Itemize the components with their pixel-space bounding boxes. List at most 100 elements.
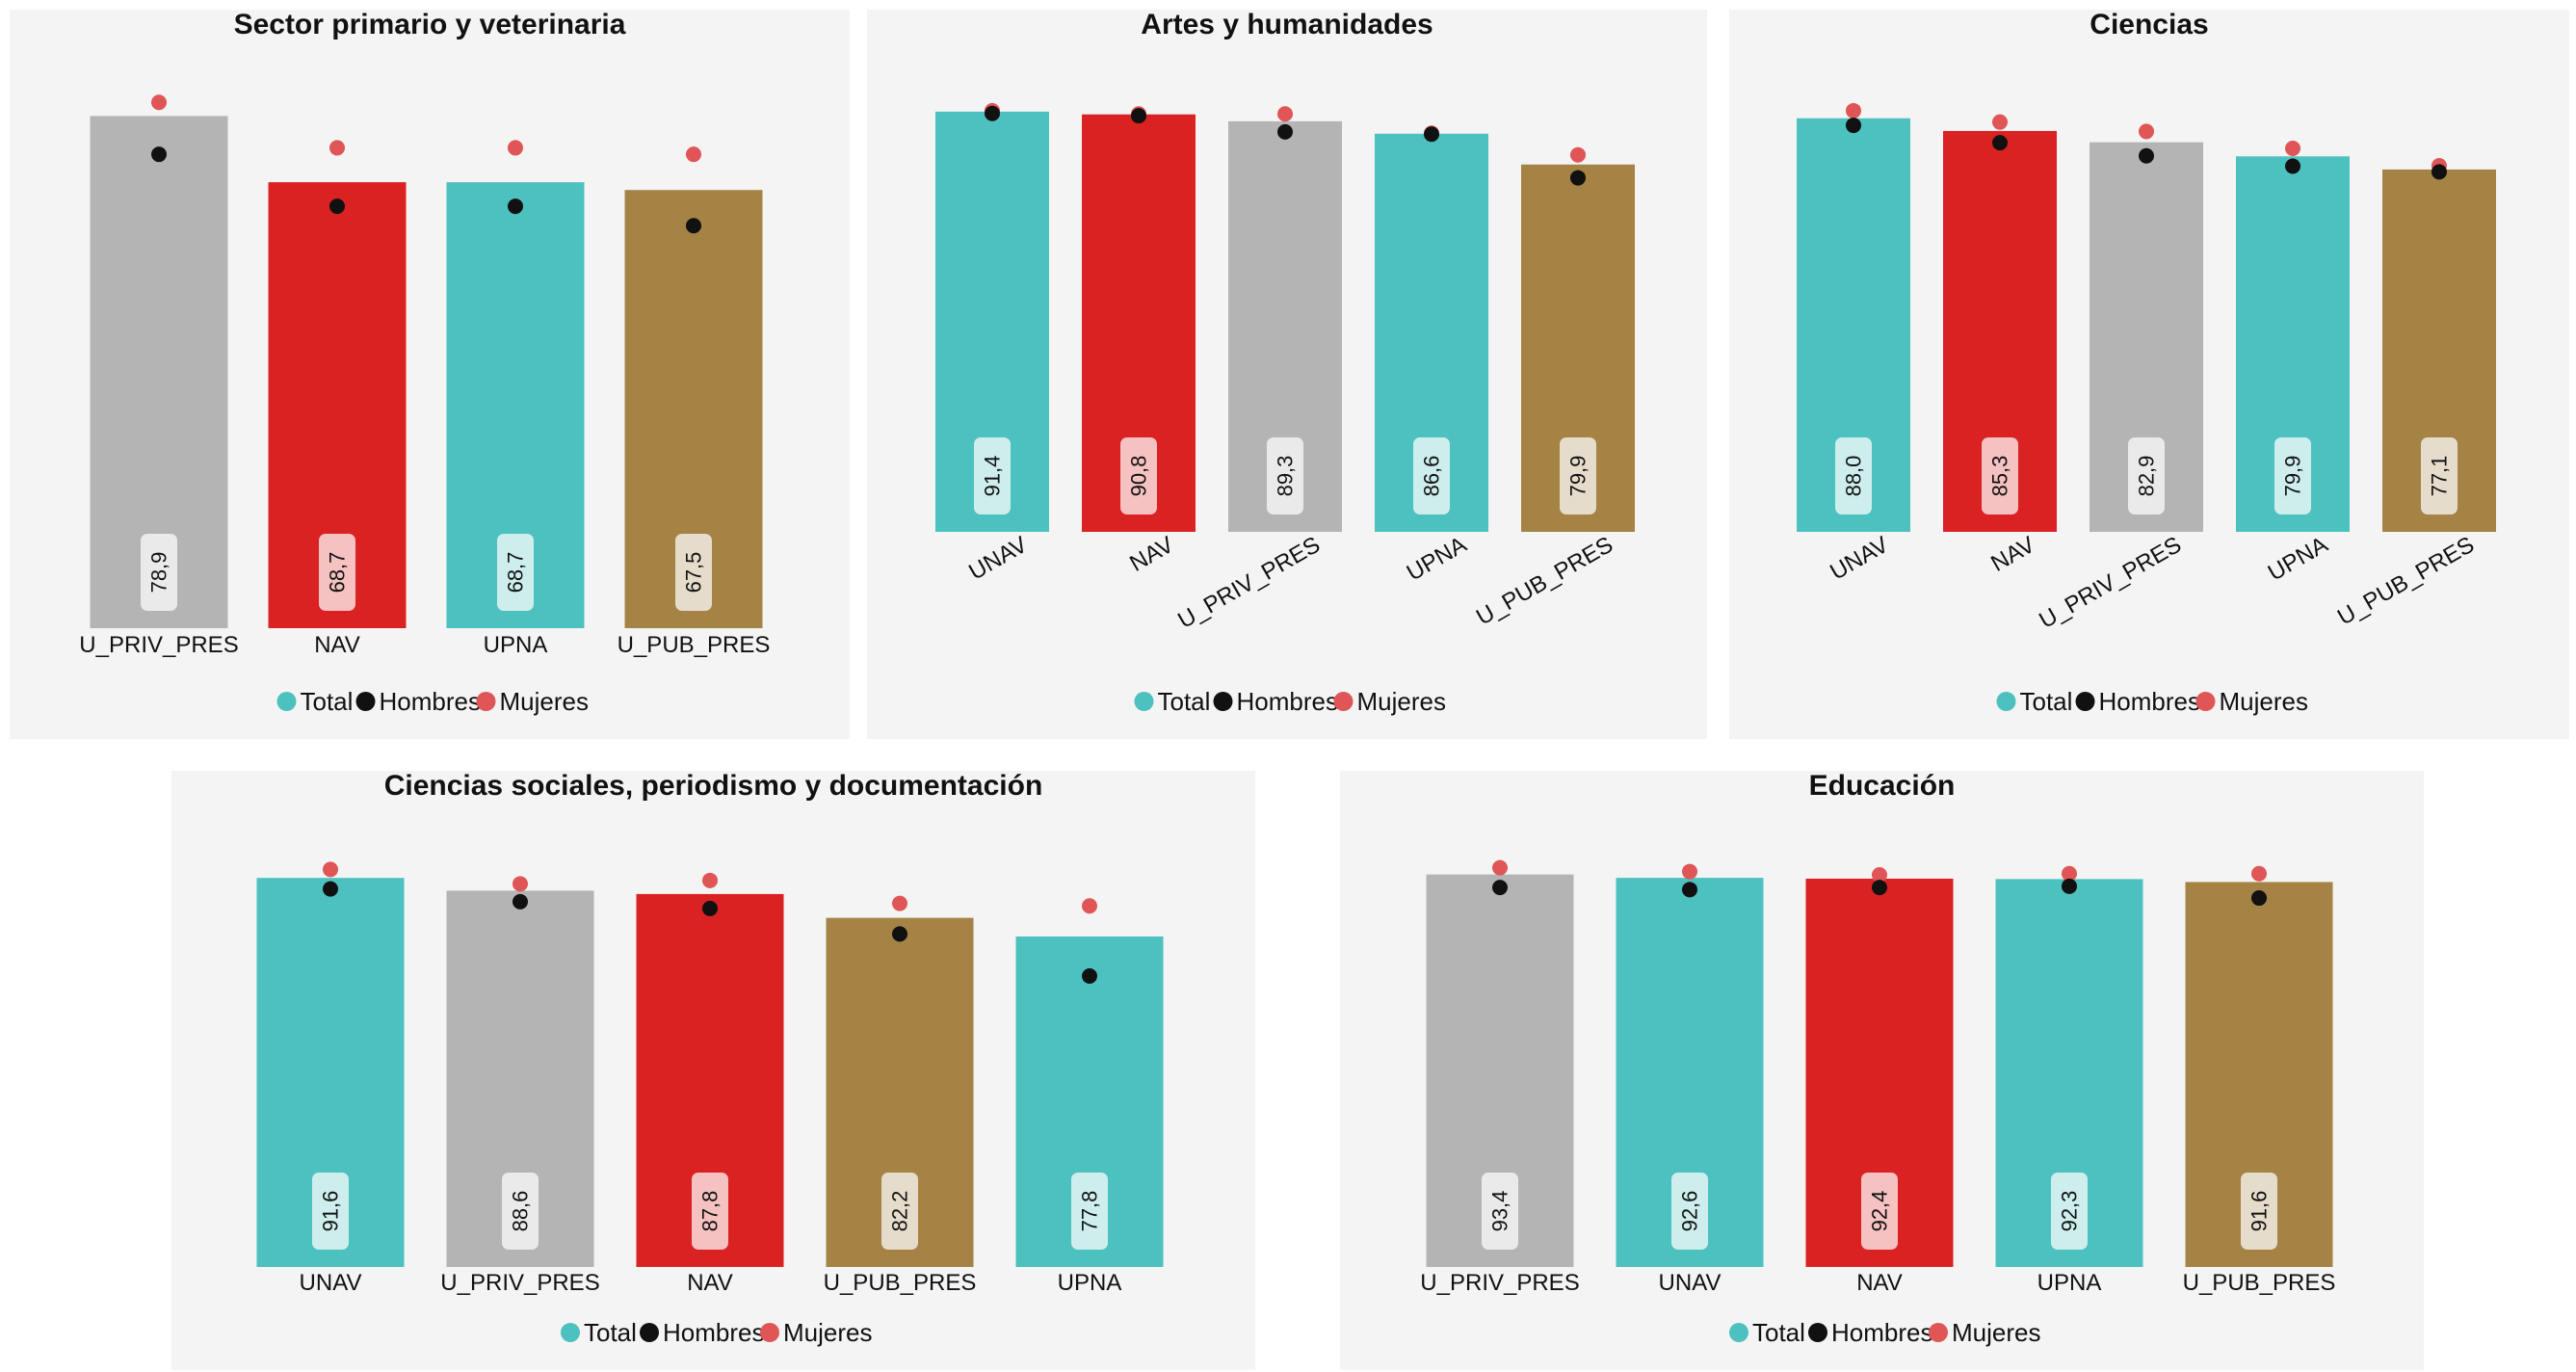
hombres-point xyxy=(985,105,1000,121)
mujeres-point xyxy=(1682,863,1697,880)
value-label-box xyxy=(675,534,712,611)
x-tick-label: UNAV xyxy=(1659,1270,1722,1296)
hombres-point xyxy=(686,218,701,234)
value-label-box xyxy=(2128,437,2165,514)
value-label-box xyxy=(502,1173,539,1250)
legend-marker xyxy=(640,1323,659,1342)
mujeres-point xyxy=(1992,114,2008,130)
chart-panel: Sector primario y veterinaria 78,9 U_PRIV_… xyxy=(10,9,850,739)
value-label-box xyxy=(497,534,534,611)
legend-marker xyxy=(1808,1323,1827,1342)
legend: Total Hombres Mujeres xyxy=(1729,1318,2040,1347)
hombres-point xyxy=(1846,118,1861,134)
chart-panel: Artes y humanidades91,4UNAV90,8NAV89,3U_… xyxy=(867,9,1707,739)
value-label-box xyxy=(1482,1173,1518,1250)
x-tick-label: NAV xyxy=(1856,1270,1903,1296)
value-label: 82,9 xyxy=(2135,456,2159,497)
legend-label: Mujeres xyxy=(783,1318,872,1347)
chart-title: Ciencias sociales, periodismo y document… xyxy=(384,770,1043,802)
chart-title: Sector primario y veterinaria xyxy=(234,9,626,40)
value-label-box xyxy=(312,1173,349,1250)
legend-label: Hombres xyxy=(1831,1318,1932,1347)
value-label-box xyxy=(692,1173,728,1250)
value-label: 86,6 xyxy=(1420,456,1444,497)
legend-label: Mujeres xyxy=(2220,687,2308,716)
legend-label: Total xyxy=(301,687,354,716)
x-tick-label: UNAV xyxy=(300,1270,362,1296)
x-tick-label: U_PUB_PRES xyxy=(824,1270,977,1296)
value-label: 85,3 xyxy=(1988,456,2012,497)
mujeres-point xyxy=(2285,140,2300,156)
mujeres-point xyxy=(1846,102,1861,119)
legend-label: Mujeres xyxy=(1952,1318,2040,1347)
legend-marker xyxy=(276,692,297,711)
hombres-point xyxy=(1682,882,1697,898)
x-tick-label: UPNA xyxy=(2037,1270,2102,1296)
value-label: 79,9 xyxy=(1566,456,1590,497)
value-label: 92,4 xyxy=(1868,1191,1892,1232)
mujeres-point xyxy=(1082,898,1097,914)
chart-panel: Ciencias88,0UNAV85,3NAV82,9U_PRIV_PRES79… xyxy=(1729,9,2569,739)
chart-title: Educación xyxy=(1809,770,1956,802)
value-label-box xyxy=(1560,437,1596,514)
value-label: 79,9 xyxy=(2281,456,2305,497)
hombres-point xyxy=(508,198,523,215)
mujeres-point xyxy=(329,140,345,156)
value-label: 77,8 xyxy=(1078,1191,1102,1232)
hombres-point xyxy=(1872,880,1887,896)
value-label: 93,4 xyxy=(1488,1191,1512,1232)
chart-title: Artes y humanidades xyxy=(1141,9,1433,40)
mujeres-point xyxy=(2251,865,2267,882)
value-label: 92,6 xyxy=(1678,1191,1702,1232)
chart-title: Ciencias xyxy=(2090,9,2208,40)
mujeres-point xyxy=(1570,146,1586,163)
hombres-point xyxy=(892,926,907,942)
legend-marker xyxy=(1996,692,2016,711)
hombres-point xyxy=(2251,890,2267,907)
x-tick-label: NAV xyxy=(687,1270,733,1296)
legend-label: Hombres xyxy=(380,687,481,716)
value-label: 68,7 xyxy=(326,552,350,594)
legend-marker xyxy=(2075,692,2095,711)
value-label-box xyxy=(1982,437,2018,514)
value-label: 88,0 xyxy=(1842,456,1866,497)
mujeres-point xyxy=(151,94,167,111)
value-label: 68,7 xyxy=(504,552,528,594)
value-label: 77,1 xyxy=(2428,456,2452,497)
legend-marker xyxy=(561,1323,580,1342)
hombres-point xyxy=(2285,158,2300,174)
value-label-box xyxy=(1071,1173,1108,1250)
value-label: 87,8 xyxy=(698,1191,723,1232)
value-label: 91,6 xyxy=(319,1191,343,1232)
legend: Total Hombres Mujeres xyxy=(276,687,589,716)
hombres-point xyxy=(2062,878,2077,894)
value-label-box xyxy=(974,437,1011,514)
legend-marker xyxy=(760,1323,779,1342)
value-label-box xyxy=(881,1173,918,1250)
value-label-box xyxy=(2421,437,2458,514)
legend-marker xyxy=(2195,692,2216,711)
hombres-point xyxy=(1424,126,1439,143)
value-label-box xyxy=(319,534,355,611)
legend-label: Total xyxy=(584,1318,637,1347)
mujeres-point xyxy=(2139,123,2154,140)
hombres-point xyxy=(702,900,718,916)
legend-label: Mujeres xyxy=(500,687,589,716)
chart-panel: Educación 93,4 U_PRIV_PRES 92,6 UNAV 92,4 NAV 9… xyxy=(1340,770,2424,1370)
legend-label: Total xyxy=(1752,1318,1805,1347)
mujeres-point xyxy=(1492,859,1508,876)
hombres-point xyxy=(1492,880,1508,896)
legend-marker xyxy=(1213,692,1233,711)
x-tick-label: U_PRIV_PRES xyxy=(79,632,238,658)
value-label-box xyxy=(1835,437,1872,514)
hombres-point xyxy=(1131,108,1146,124)
value-label-box xyxy=(1120,437,1157,514)
legend-marker xyxy=(1929,1323,1948,1342)
value-label-box xyxy=(1861,1173,1898,1250)
value-label-box xyxy=(2241,1173,2277,1250)
x-tick-label: U_PUB_PRES xyxy=(2183,1270,2336,1296)
hombres-point xyxy=(1992,135,2008,151)
legend-label: Total xyxy=(1158,687,1211,716)
value-label: 67,5 xyxy=(682,552,706,594)
